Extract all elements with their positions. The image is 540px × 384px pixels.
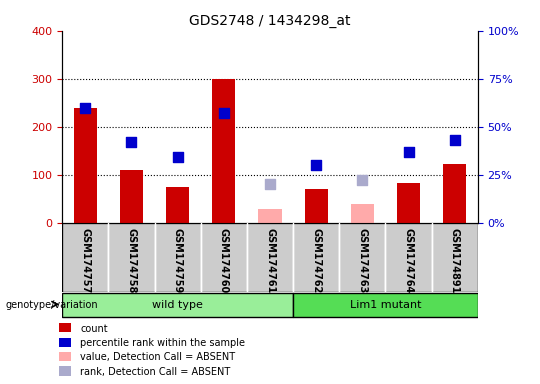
- Text: percentile rank within the sample: percentile rank within the sample: [80, 338, 245, 348]
- Bar: [120, 170, 143, 223]
- Bar: [443, 164, 467, 223]
- Bar: [259, 209, 281, 223]
- Text: GSM174760: GSM174760: [219, 228, 229, 293]
- Bar: [212, 79, 235, 223]
- Text: GSM174757: GSM174757: [80, 228, 90, 293]
- Bar: [293, 223, 339, 292]
- Text: value, Detection Call = ABSENT: value, Detection Call = ABSENT: [80, 352, 235, 362]
- Bar: [62, 293, 293, 317]
- Bar: [247, 223, 293, 292]
- Text: GSM174763: GSM174763: [357, 228, 367, 293]
- Bar: [59, 323, 71, 333]
- Point: [266, 181, 274, 187]
- Point: [312, 162, 321, 168]
- Text: GSM174764: GSM174764: [403, 228, 414, 293]
- Bar: [293, 293, 478, 317]
- Bar: [109, 223, 154, 292]
- Bar: [62, 223, 109, 292]
- Point: [127, 139, 136, 145]
- Point: [404, 149, 413, 155]
- Text: GSM174891: GSM174891: [450, 228, 460, 294]
- Bar: [386, 223, 431, 292]
- Text: GSM174761: GSM174761: [265, 228, 275, 293]
- Bar: [73, 108, 97, 223]
- Text: wild type: wild type: [152, 300, 203, 310]
- Bar: [351, 204, 374, 223]
- Bar: [59, 352, 71, 361]
- Bar: [59, 366, 71, 376]
- Point: [219, 110, 228, 116]
- Title: GDS2748 / 1434298_at: GDS2748 / 1434298_at: [189, 14, 351, 28]
- Point: [173, 154, 182, 161]
- Bar: [166, 187, 189, 223]
- Bar: [431, 223, 478, 292]
- Bar: [339, 223, 386, 292]
- Bar: [305, 189, 328, 223]
- Point: [358, 177, 367, 184]
- Text: rank, Detection Call = ABSENT: rank, Detection Call = ABSENT: [80, 367, 231, 377]
- Text: GSM174762: GSM174762: [311, 228, 321, 293]
- Bar: [59, 338, 71, 347]
- Text: count: count: [80, 323, 108, 334]
- Bar: [154, 223, 201, 292]
- Point: [450, 137, 459, 143]
- Text: GSM174758: GSM174758: [126, 228, 137, 294]
- Bar: [397, 184, 420, 223]
- Text: GSM174759: GSM174759: [173, 228, 183, 293]
- Bar: [201, 223, 247, 292]
- Point: [81, 104, 90, 111]
- Text: genotype/variation: genotype/variation: [5, 300, 98, 310]
- Text: Lim1 mutant: Lim1 mutant: [350, 300, 421, 310]
